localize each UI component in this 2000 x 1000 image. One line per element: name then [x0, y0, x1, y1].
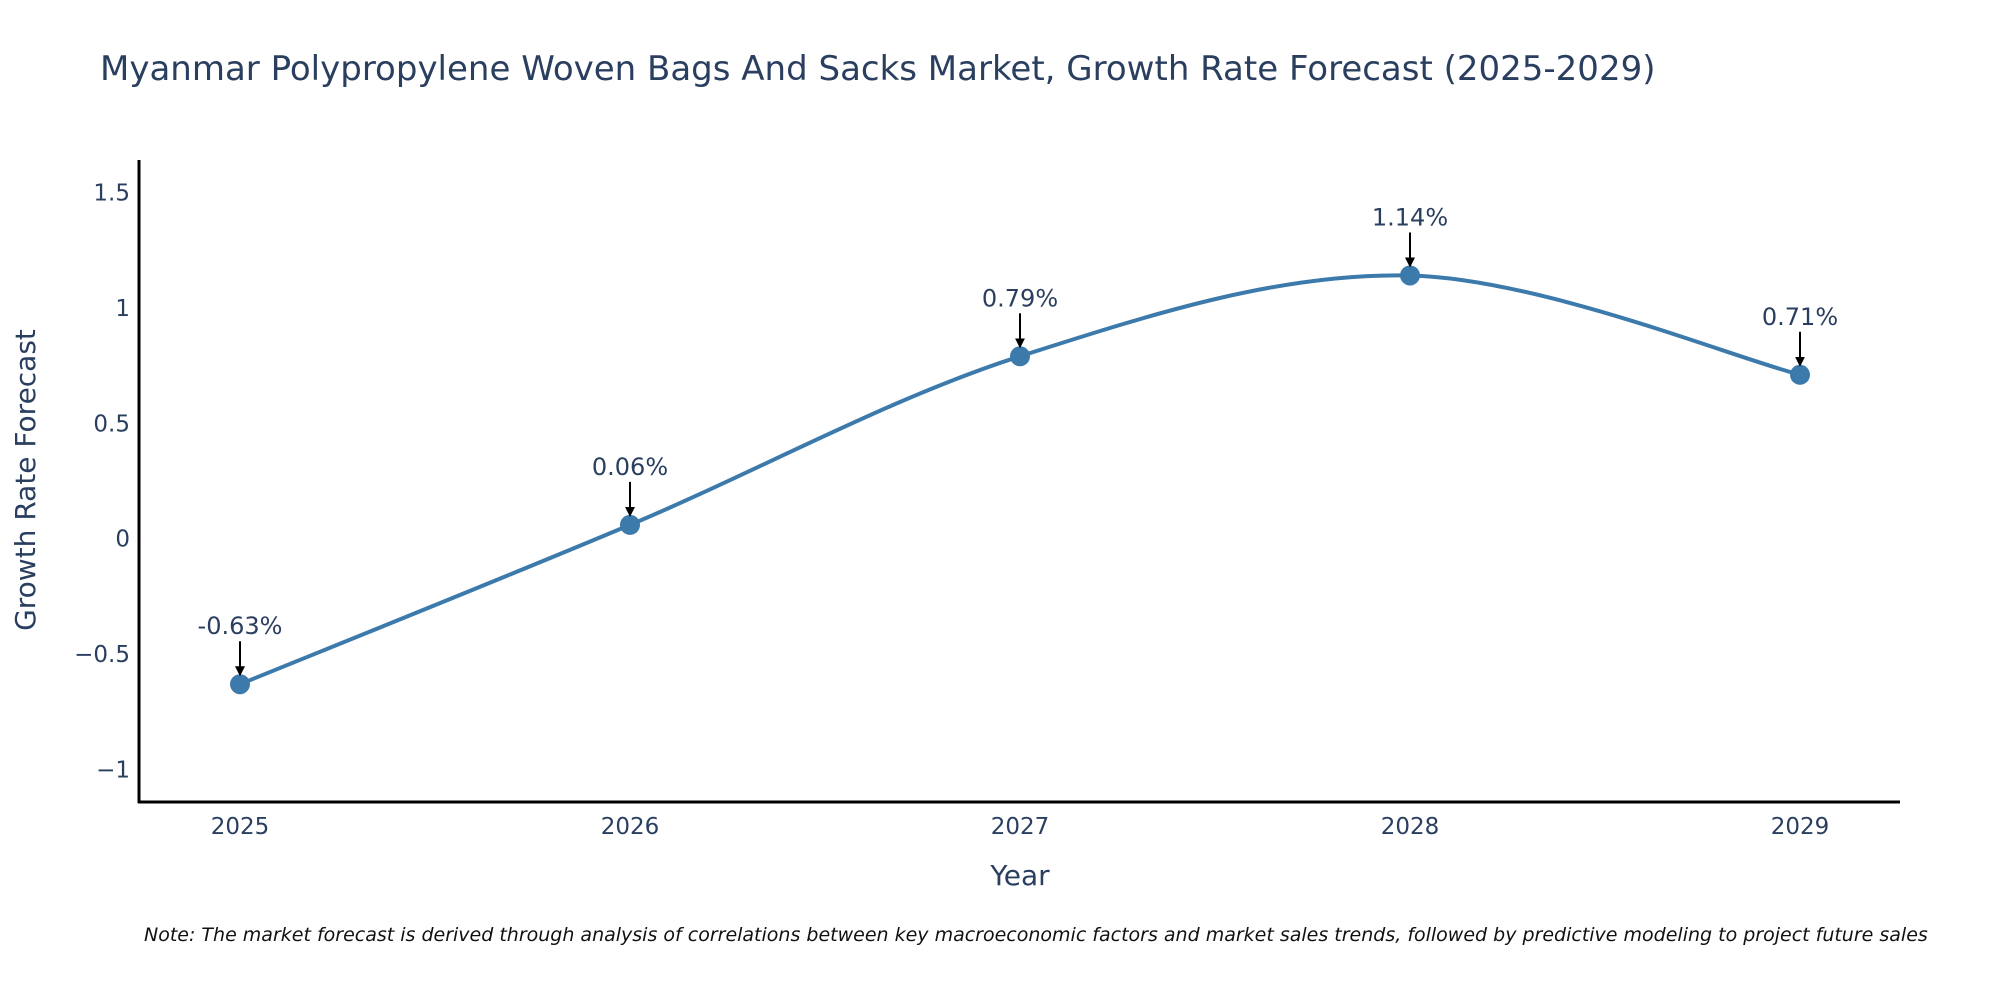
data-point [1010, 346, 1030, 367]
data-point [1790, 364, 1810, 385]
data-points [230, 265, 1810, 695]
x-tick-label: 2025 [211, 814, 270, 840]
y-tick-label: −1 [96, 758, 130, 784]
x-axis-title: Year [989, 859, 1050, 892]
y-axis-ticks: −1 −0.5 0 0.5 1 1.5 [74, 180, 130, 783]
y-tick-label: −0.5 [74, 642, 130, 668]
y-axis-title: Growth Rate Forecast [9, 329, 42, 631]
x-tick-label: 2029 [1771, 814, 1830, 840]
data-label: -0.63% [198, 612, 283, 640]
data-label: 0.06% [592, 453, 668, 481]
data-label: 0.71% [1762, 303, 1838, 331]
data-point [230, 674, 250, 695]
x-tick-label: 2027 [991, 814, 1050, 840]
y-tick-label: 1.5 [93, 180, 130, 206]
chart-title: Myanmar Polypropylene Woven Bags And Sac… [100, 49, 1655, 89]
x-tick-label: 2028 [1381, 814, 1440, 840]
data-point [620, 514, 640, 535]
y-tick-label: 0 [115, 527, 130, 553]
forecast-note: Note: The market forecast is derived thr… [144, 924, 1928, 946]
data-point [1400, 265, 1420, 286]
x-tick-label: 2026 [601, 814, 660, 840]
data-label: 0.79% [982, 284, 1058, 312]
y-tick-label: 1 [115, 296, 130, 322]
data-annotations: -0.63% 0.06% 0.79% 1.14% 0.71% [198, 203, 1838, 677]
y-tick-label: 0.5 [93, 411, 130, 437]
data-label: 1.14% [1372, 203, 1448, 231]
x-axis-ticks: 2025 2026 2027 2028 2029 [211, 814, 1830, 840]
